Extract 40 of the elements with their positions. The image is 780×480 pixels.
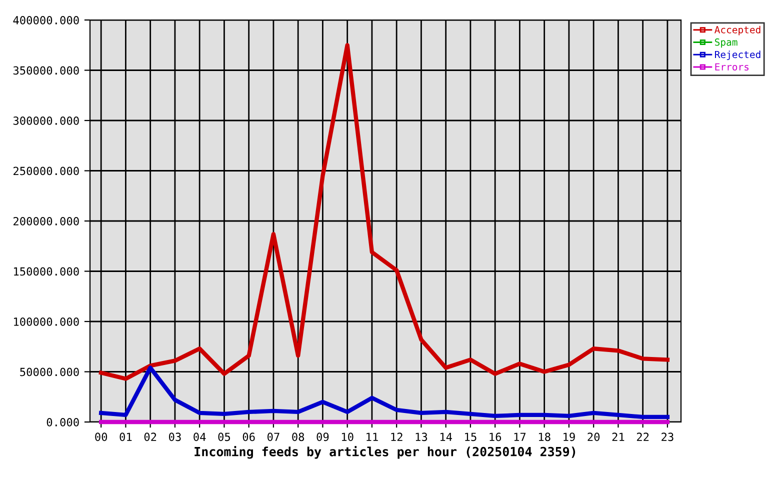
y-tick-label: 0.000: [46, 418, 79, 426]
line-series: [98, 366, 670, 420]
x-tick-label: 20: [588, 432, 600, 442]
x-tick-label: 21: [612, 432, 624, 441]
legend-label: Accepted: [714, 26, 760, 36]
x-tick-label: 09: [316, 432, 329, 442]
x-tick-label: 19: [564, 432, 575, 442]
x-tick-label: 10: [342, 432, 354, 442]
x-tick-label: 22: [636, 432, 649, 441]
y-tick-label: 50000.000: [20, 368, 79, 376]
x-tick-label: 13: [416, 432, 428, 442]
x-tick-label: 04: [194, 432, 206, 442]
x-tick-label: 07: [267, 432, 280, 442]
legend-label: Rejected: [715, 50, 760, 60]
y-tick-label: 250000.000: [14, 166, 79, 176]
x-tick-label: 23: [662, 432, 674, 442]
y-tick-label: 400000.000: [13, 16, 79, 24]
y-tick-label: 150000.000: [14, 267, 79, 276]
x-tick-label: 17: [514, 432, 526, 441]
y-tick-label: 100000.000: [14, 318, 79, 326]
x-tick-label: 05: [218, 432, 230, 442]
y-tick-label: 200000.000: [14, 217, 79, 226]
y-tick-label: 350000.000: [13, 66, 79, 75]
x-tick-label: 12: [391, 432, 402, 441]
x-tick-label: 16: [490, 432, 502, 442]
x-tick-label: 01: [120, 432, 132, 442]
x-axis-title: Incoming feeds by articles per hour (20250104 2359): [194, 446, 576, 459]
x-tick-label: 11: [366, 432, 378, 441]
line-series: [98, 43, 670, 381]
y-tick-label: 300000.000: [13, 116, 79, 125]
x-tick-label: 02: [144, 432, 156, 442]
x-tick-label: 03: [168, 432, 181, 442]
x-tick-label: 06: [242, 432, 255, 442]
legend-label: Spam: [715, 38, 738, 48]
legend-label: Errors: [715, 63, 748, 71]
x-tick-label: 08: [292, 432, 304, 442]
x-tick-label: 18: [538, 432, 550, 442]
x-tick-label: 15: [465, 432, 476, 442]
x-tick-label: 00: [95, 432, 108, 442]
x-tick-label: 14: [440, 432, 452, 441]
